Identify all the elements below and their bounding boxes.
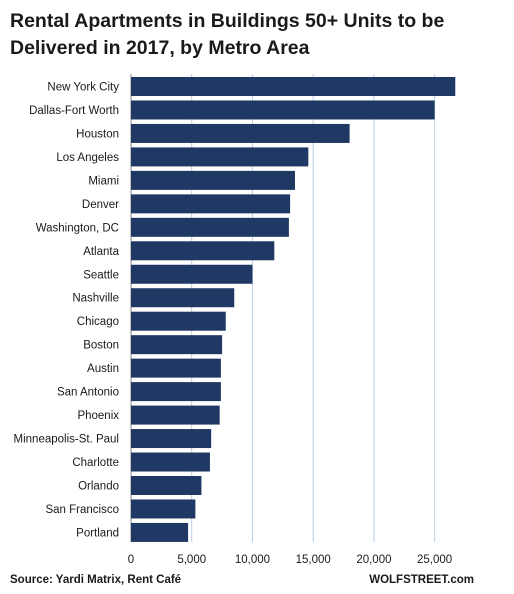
bar	[131, 522, 189, 542]
bar	[131, 382, 221, 402]
category-label: Miami	[88, 175, 119, 187]
bar	[131, 405, 220, 425]
category-label: Phoenix	[77, 410, 119, 422]
category-label: Atlanta	[83, 246, 119, 258]
category-label: Seattle	[83, 269, 119, 281]
category-label: Austin	[87, 363, 119, 375]
category-label: San Antonio	[57, 387, 119, 399]
category-label: Minneapolis-St. Paul	[14, 434, 119, 446]
bar	[131, 77, 456, 96]
chart-title: Rental Apartments in Buildings 50+ Units…	[10, 10, 445, 59]
x-tick-label: 5,000	[177, 554, 206, 566]
bar	[131, 217, 289, 237]
x-tick-label: 10,000	[235, 554, 270, 566]
category-label: Orlando	[78, 480, 119, 492]
bars	[131, 77, 456, 542]
bar	[131, 194, 291, 214]
x-tick-label: 0	[128, 554, 134, 566]
bar	[131, 170, 295, 190]
x-tick-label: 25,000	[417, 554, 452, 566]
x-tick-label: 15,000	[296, 554, 331, 566]
category-label: Los Angeles	[56, 152, 119, 164]
bar	[131, 499, 196, 519]
category-label: Washington, DC	[36, 222, 119, 234]
category-label: Portland	[76, 527, 119, 539]
bar	[131, 311, 226, 331]
category-label: Dallas-Fort Worth	[29, 105, 119, 117]
x-tick-label: 20,000	[356, 554, 391, 566]
bar	[131, 475, 202, 495]
category-label: New York City	[47, 82, 119, 94]
bar	[131, 358, 221, 378]
bar	[131, 429, 212, 449]
category-label: Chicago	[77, 316, 119, 328]
category-label: Denver	[82, 199, 119, 211]
category-label: Nashville	[72, 293, 119, 305]
source-note: Source: Yardi Matrix, Rent Café	[10, 574, 182, 586]
bar	[131, 123, 350, 143]
category-labels: New York City Dallas-Fort Worth Houston Los…	[14, 82, 120, 540]
bar	[131, 100, 435, 120]
brand-label: WOLFSTREET.com	[369, 574, 474, 586]
bar	[131, 264, 253, 284]
x-axis-ticks: 0 5,000 10,000 15,000 20,000 25,000	[128, 554, 452, 566]
bar	[131, 241, 275, 261]
bar	[131, 452, 210, 472]
category-label: Houston	[76, 128, 119, 140]
bar	[131, 335, 223, 355]
category-label: San Francisco	[45, 504, 119, 516]
gridlines	[130, 74, 436, 542]
bar	[131, 288, 235, 308]
category-label: Boston	[83, 340, 119, 352]
category-label: Charlotte	[72, 457, 119, 469]
bar	[131, 147, 309, 167]
